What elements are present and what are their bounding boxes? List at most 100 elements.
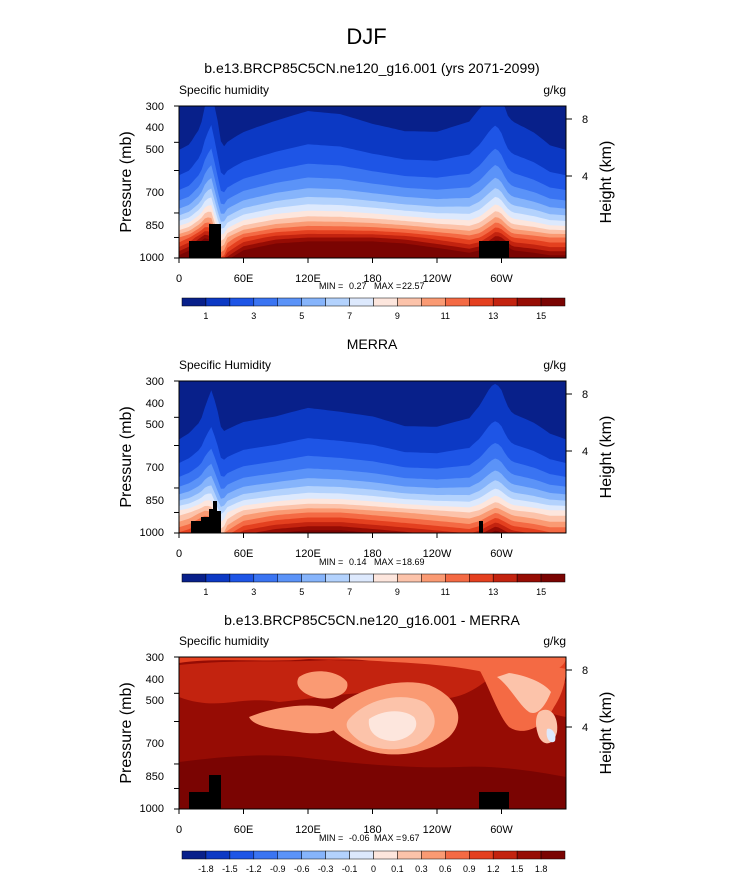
x-tick-label: 120W — [423, 548, 452, 560]
colorbar-swatch — [301, 573, 326, 583]
y-tick-label: 500 — [146, 419, 164, 431]
colorbar-swatch — [469, 573, 494, 583]
panel-1: b.e13.BRCP85C5CN.ne120_g16.001 (yrs 2071… — [118, 60, 615, 321]
panel-3-contour-field — [179, 657, 566, 809]
min-label: MIN = — [319, 833, 343, 843]
terrain-mask — [189, 224, 221, 258]
colorbar-swatch — [229, 573, 255, 583]
panel-3-min-max: MIN = -0.06 MAX = 9.67 — [319, 833, 420, 843]
y-tick-label: 700 — [146, 462, 164, 474]
panel-3-units-label: g/kg — [543, 634, 566, 648]
max-value: 22.57 — [402, 281, 425, 291]
colorbar-swatch — [229, 297, 255, 307]
panel-2-variable-label: Specific Humidity — [179, 358, 271, 372]
colorbar-label: 0 — [371, 864, 376, 873]
terrain-mask — [479, 792, 509, 809]
panel-1-y2-tick-label: 4 — [582, 171, 588, 183]
colorbar-label: 1.2 — [487, 864, 500, 873]
panel-3-y2-tick-label: 4 — [582, 722, 588, 734]
max-value: 9.67 — [402, 833, 420, 843]
y-tick-label: 700 — [146, 187, 164, 199]
x-tick-label: 120E — [295, 548, 321, 560]
panel-3-tick-marks — [174, 656, 572, 814]
colorbar-label: 3 — [251, 311, 256, 321]
colorbar-swatch — [253, 297, 278, 307]
colorbar-swatch — [492, 297, 518, 307]
x-tick-label: 60W — [490, 273, 513, 285]
colorbar-swatch — [540, 573, 566, 583]
colorbar-label: 15 — [536, 311, 546, 321]
colorbar-swatch — [181, 850, 207, 860]
max-label: MAX = — [374, 557, 401, 567]
contour-band — [497, 673, 551, 713]
panel-2-units-label: g/kg — [543, 358, 566, 372]
panel-2-colorbar: 1 3 5 7 9 11 13 15 — [181, 573, 566, 597]
colorbar-label: 9 — [395, 311, 400, 321]
y-tick-label: 400 — [146, 398, 164, 410]
panel-2-x-ticks: 0 60E 120E 180 120W 60W — [176, 548, 513, 560]
colorbar-label: 1 — [203, 311, 208, 321]
colorbar-swatch — [301, 850, 326, 860]
panel-1-variable-label: Specific humidity — [179, 83, 269, 97]
colorbar-swatch — [516, 573, 542, 583]
contour-band — [297, 671, 348, 699]
colorbar-label: 11 — [441, 311, 450, 321]
y-tick-label: 300 — [146, 101, 164, 113]
colorbar-swatch — [253, 850, 278, 860]
terrain-mask — [189, 775, 221, 809]
min-label: MIN = — [319, 557, 343, 567]
y-tick-label: 700 — [146, 738, 164, 750]
colorbar-swatch — [445, 297, 470, 307]
colorbar-swatch — [540, 850, 566, 860]
panel-1-min-max: MIN = 0.27 MAX = 22.57 — [319, 281, 425, 291]
min-value: 0.27 — [349, 281, 367, 291]
min-label: MIN = — [319, 281, 343, 291]
panel-2-min-max: MIN = 0.14 MAX = 18.69 — [319, 557, 425, 567]
y-tick-label: 300 — [146, 376, 164, 388]
panel-3-colorbar: -1.8 -1.5 -1.2 -0.9 -0.6 -0.3 -0.1 0 0.1 0.3 0.6 0.… — [181, 850, 566, 873]
max-label: MAX = — [374, 833, 401, 843]
panel-3-title: b.e13.BRCP85C5CN.ne120_g16.001 - MERRA — [224, 612, 520, 628]
panel-2-y-ticks: 300 400 500 700 850 1000 — [140, 376, 164, 539]
colorbar-label: 7 — [347, 587, 352, 597]
colorbar-swatch — [540, 297, 566, 307]
max-label: MAX = — [374, 281, 401, 291]
colorbar-swatch — [492, 573, 518, 583]
x-tick-label: 180 — [363, 273, 381, 285]
colorbar-swatch — [445, 850, 470, 860]
colorbar-label: -0.6 — [294, 864, 310, 873]
colorbar-swatch — [373, 850, 398, 860]
colorbar-label: -1.5 — [222, 864, 238, 873]
colorbar-label: 1.8 — [535, 864, 548, 873]
colorbar-swatch — [492, 850, 518, 860]
colorbar-label: 11 — [441, 587, 450, 597]
x-tick-label: 120E — [295, 824, 321, 836]
y-tick-label: 300 — [146, 652, 164, 664]
colorbar-swatch — [325, 573, 350, 583]
colorbar-swatch — [373, 573, 398, 583]
panel-3: b.e13.BRCP85C5CN.ne120_g16.001 - MERRA S… — [118, 612, 615, 873]
panel-1-contour-field — [179, 106, 566, 258]
panel-2: MERRA Specific Humidity g/kg 300 400 500… — [118, 336, 615, 597]
colorbar-swatch — [181, 573, 207, 583]
colorbar-label: 1.5 — [511, 864, 524, 873]
x-tick-label: 60E — [234, 824, 254, 836]
x-tick-label: 120W — [423, 824, 452, 836]
colorbar-swatch — [469, 297, 494, 307]
colorbar-swatch — [373, 297, 398, 307]
colorbar-label: 13 — [488, 311, 498, 321]
colorbar-swatch — [349, 573, 374, 583]
contour-band — [249, 705, 344, 734]
colorbar-swatch — [445, 573, 470, 583]
y-tick-label: 400 — [146, 122, 164, 134]
panel-3-x-ticks: 0 60E 120E 180 120W 60W — [176, 824, 513, 836]
y-tick-label: 500 — [146, 144, 164, 156]
contour-band — [179, 526, 566, 533]
colorbar-swatch — [397, 573, 422, 583]
figure-title: DJF — [346, 24, 386, 49]
panel-2-tick-marks — [174, 380, 572, 538]
panel-1-title: b.e13.BRCP85C5CN.ne120_g16.001 (yrs 2071… — [204, 60, 539, 76]
terrain-mask — [191, 501, 221, 533]
colorbar-swatch — [421, 297, 446, 307]
